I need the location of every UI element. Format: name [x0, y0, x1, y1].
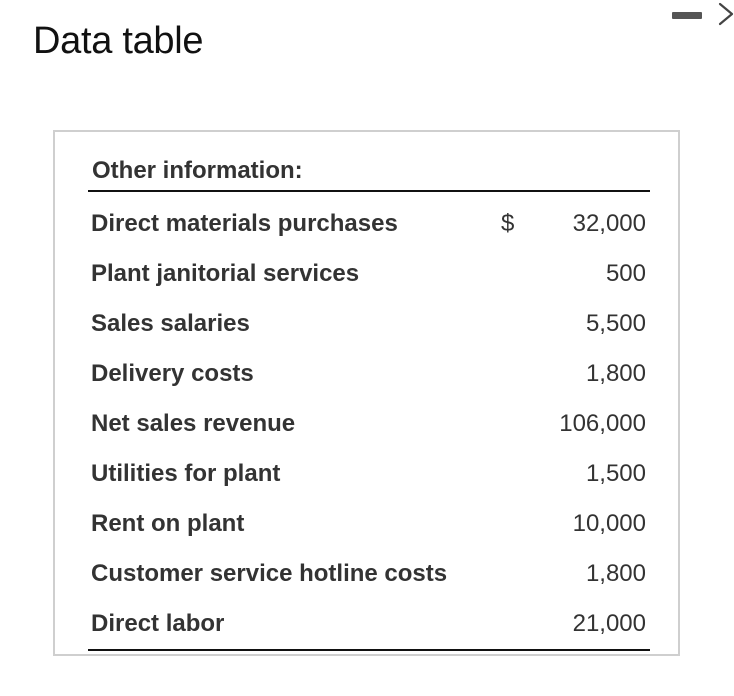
row-label: Direct materials purchases: [91, 210, 398, 237]
table-row: Delivery costs 1,800: [88, 349, 650, 399]
row-label: Direct labor: [91, 610, 225, 637]
table-row: Utilities for plant 1,500: [88, 449, 650, 499]
chevron-right-icon[interactable]: [716, 2, 734, 26]
data-table-panel: Other information: Direct materials purc…: [53, 130, 680, 656]
row-label: Utilities for plant: [91, 460, 281, 487]
table-row: Plant janitorial services 500: [88, 249, 650, 299]
row-amount: 500: [605, 260, 646, 287]
table-row: Rent on plant 10,000: [88, 499, 650, 549]
row-label: Delivery costs: [91, 360, 254, 387]
currency-symbol: $: [501, 210, 515, 237]
row-label: Plant janitorial services: [91, 260, 360, 287]
row-amount: 5,500: [585, 310, 646, 337]
table-row: Net sales revenue 106,000: [88, 399, 650, 449]
row-amount: 21,000: [572, 610, 646, 637]
table-row: Sales salaries 5,500: [88, 299, 650, 349]
row-amount: 10,000: [572, 510, 646, 537]
row-amount: 32,000: [572, 210, 646, 237]
minimize-icon[interactable]: [672, 12, 702, 19]
row-label: Customer service hotline costs: [91, 560, 448, 587]
window-controls: [624, 0, 734, 40]
row-label: Rent on plant: [91, 510, 245, 537]
table-row: Direct materials purchases $ 32,000: [88, 199, 650, 249]
table-row: Direct labor 21,000: [88, 599, 650, 651]
row-label: Sales salaries: [91, 310, 250, 337]
section-heading: Other information:: [88, 152, 650, 192]
row-amount: 1,800: [585, 560, 646, 587]
page-title: Data table: [33, 20, 204, 62]
row-amount: 1,500: [585, 460, 646, 487]
table-row: Customer service hotline costs 1,800: [88, 549, 650, 599]
row-amount: 106,000: [559, 410, 646, 437]
row-amount: 1,800: [585, 360, 646, 387]
row-label: Net sales revenue: [91, 410, 296, 437]
data-table: Other information: Direct materials purc…: [88, 152, 650, 651]
